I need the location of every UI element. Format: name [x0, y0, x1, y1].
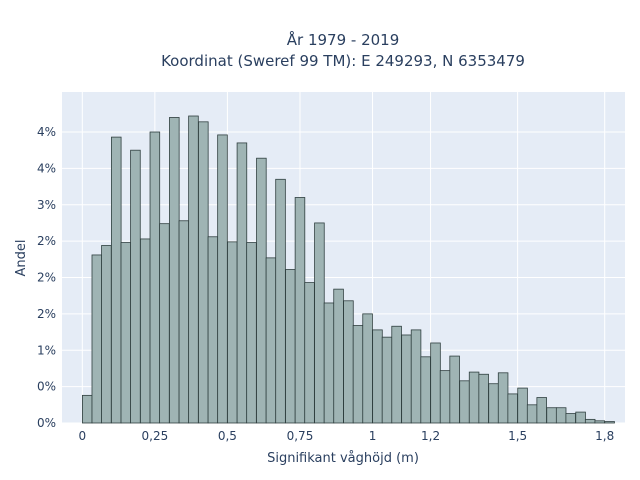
histogram-bar: [236, 142, 248, 424]
histogram-bar: [188, 115, 199, 424]
histogram-bar: [507, 393, 518, 424]
histogram-bar: [120, 242, 132, 424]
bars: [82, 115, 615, 424]
y-tick-label: 2%: [37, 271, 56, 285]
x-tick-label: 0,25: [142, 429, 169, 443]
histogram-bar: [227, 241, 238, 424]
histogram-bar: [517, 387, 528, 424]
histogram-bar: [101, 245, 112, 424]
histogram-bar: [604, 421, 615, 424]
x-tick-label: 1,5: [508, 429, 527, 443]
y-tick-label: 2%: [37, 307, 56, 321]
histogram-bar: [430, 342, 441, 424]
x-tick-label: 1,2: [421, 429, 440, 443]
y-tick-label: 4%: [37, 161, 56, 175]
x-tick-label: 1: [369, 429, 377, 443]
histogram-bar: [343, 300, 354, 424]
x-tick-label: 0,5: [218, 429, 237, 443]
histogram-bar: [352, 325, 364, 424]
histogram-bar: [439, 370, 451, 424]
x-axis-label: Signifikant våghöjd (m): [267, 451, 419, 466]
y-tick-label: 0%: [37, 416, 56, 430]
x-tick-label: 0: [78, 429, 86, 443]
histogram-bar: [401, 334, 412, 424]
histogram-bar: [333, 288, 344, 424]
histogram-bar: [294, 197, 306, 424]
histogram-bar: [140, 238, 151, 424]
histogram-bar: [323, 302, 335, 424]
histogram-bar: [391, 325, 402, 424]
y-tick-label: 4%: [37, 125, 56, 139]
y-axis-label: Andel: [14, 240, 29, 277]
histogram-bar: [381, 336, 393, 424]
histogram-bar: [536, 397, 547, 424]
histogram-bar: [526, 404, 538, 424]
histogram-bar: [178, 220, 190, 424]
x-axis-ticks: 0 0,25 0,5 0,75 1 1,2 1,5 1,8: [78, 429, 614, 443]
x-tick-label: 1,8: [595, 429, 614, 443]
histogram-bar: [304, 282, 315, 424]
chart-subtitle: Koordinat (Sweref 99 TM): E 249293, N 63…: [161, 52, 525, 70]
histogram-bar: [265, 257, 277, 424]
histogram-bar: [169, 117, 180, 424]
histogram-bar: [256, 157, 267, 424]
histogram-bar: [275, 178, 286, 424]
y-tick-label: 1%: [37, 343, 56, 357]
histogram-bar: [478, 373, 489, 424]
y-tick-label: 2%: [37, 234, 56, 248]
histogram-bar: [565, 413, 576, 424]
histogram-bar: [468, 371, 480, 424]
histogram-bar: [555, 407, 567, 424]
y-axis-ticks: 0% 0% 1% 2% 2% 2% 3% 4% 4%: [37, 125, 56, 430]
histogram-bar: [575, 411, 586, 424]
histogram-bar: [459, 380, 470, 424]
histogram-bar: [420, 356, 431, 424]
histogram-bar: [198, 121, 209, 424]
y-tick-label: 3%: [37, 198, 56, 212]
histogram-bar: [82, 394, 93, 424]
histogram-bar: [497, 372, 509, 424]
histogram-bar: [149, 131, 161, 424]
histogram-bar: [246, 242, 257, 424]
y-tick-label: 0%: [37, 380, 56, 394]
histogram-bar: [314, 222, 325, 424]
x-tick-label: 0,75: [287, 429, 314, 443]
histogram-bar: [594, 420, 605, 424]
histogram-bar: [362, 313, 373, 424]
histogram-bar: [488, 383, 499, 424]
histogram-bar: [91, 254, 103, 424]
histogram-bar: [449, 355, 460, 424]
histogram-bar: [130, 149, 141, 424]
histogram-bar: [546, 407, 557, 424]
histogram-bar: [410, 329, 422, 424]
histogram-bar: [159, 223, 170, 424]
histogram-bar: [372, 329, 383, 424]
histogram-bar: [285, 269, 296, 424]
histogram-bar: [207, 236, 219, 424]
histogram-bar: [217, 134, 228, 424]
chart-title: År 1979 - 2019: [287, 30, 400, 49]
histogram-bar: [584, 418, 596, 424]
histogram-bar: [111, 136, 122, 424]
